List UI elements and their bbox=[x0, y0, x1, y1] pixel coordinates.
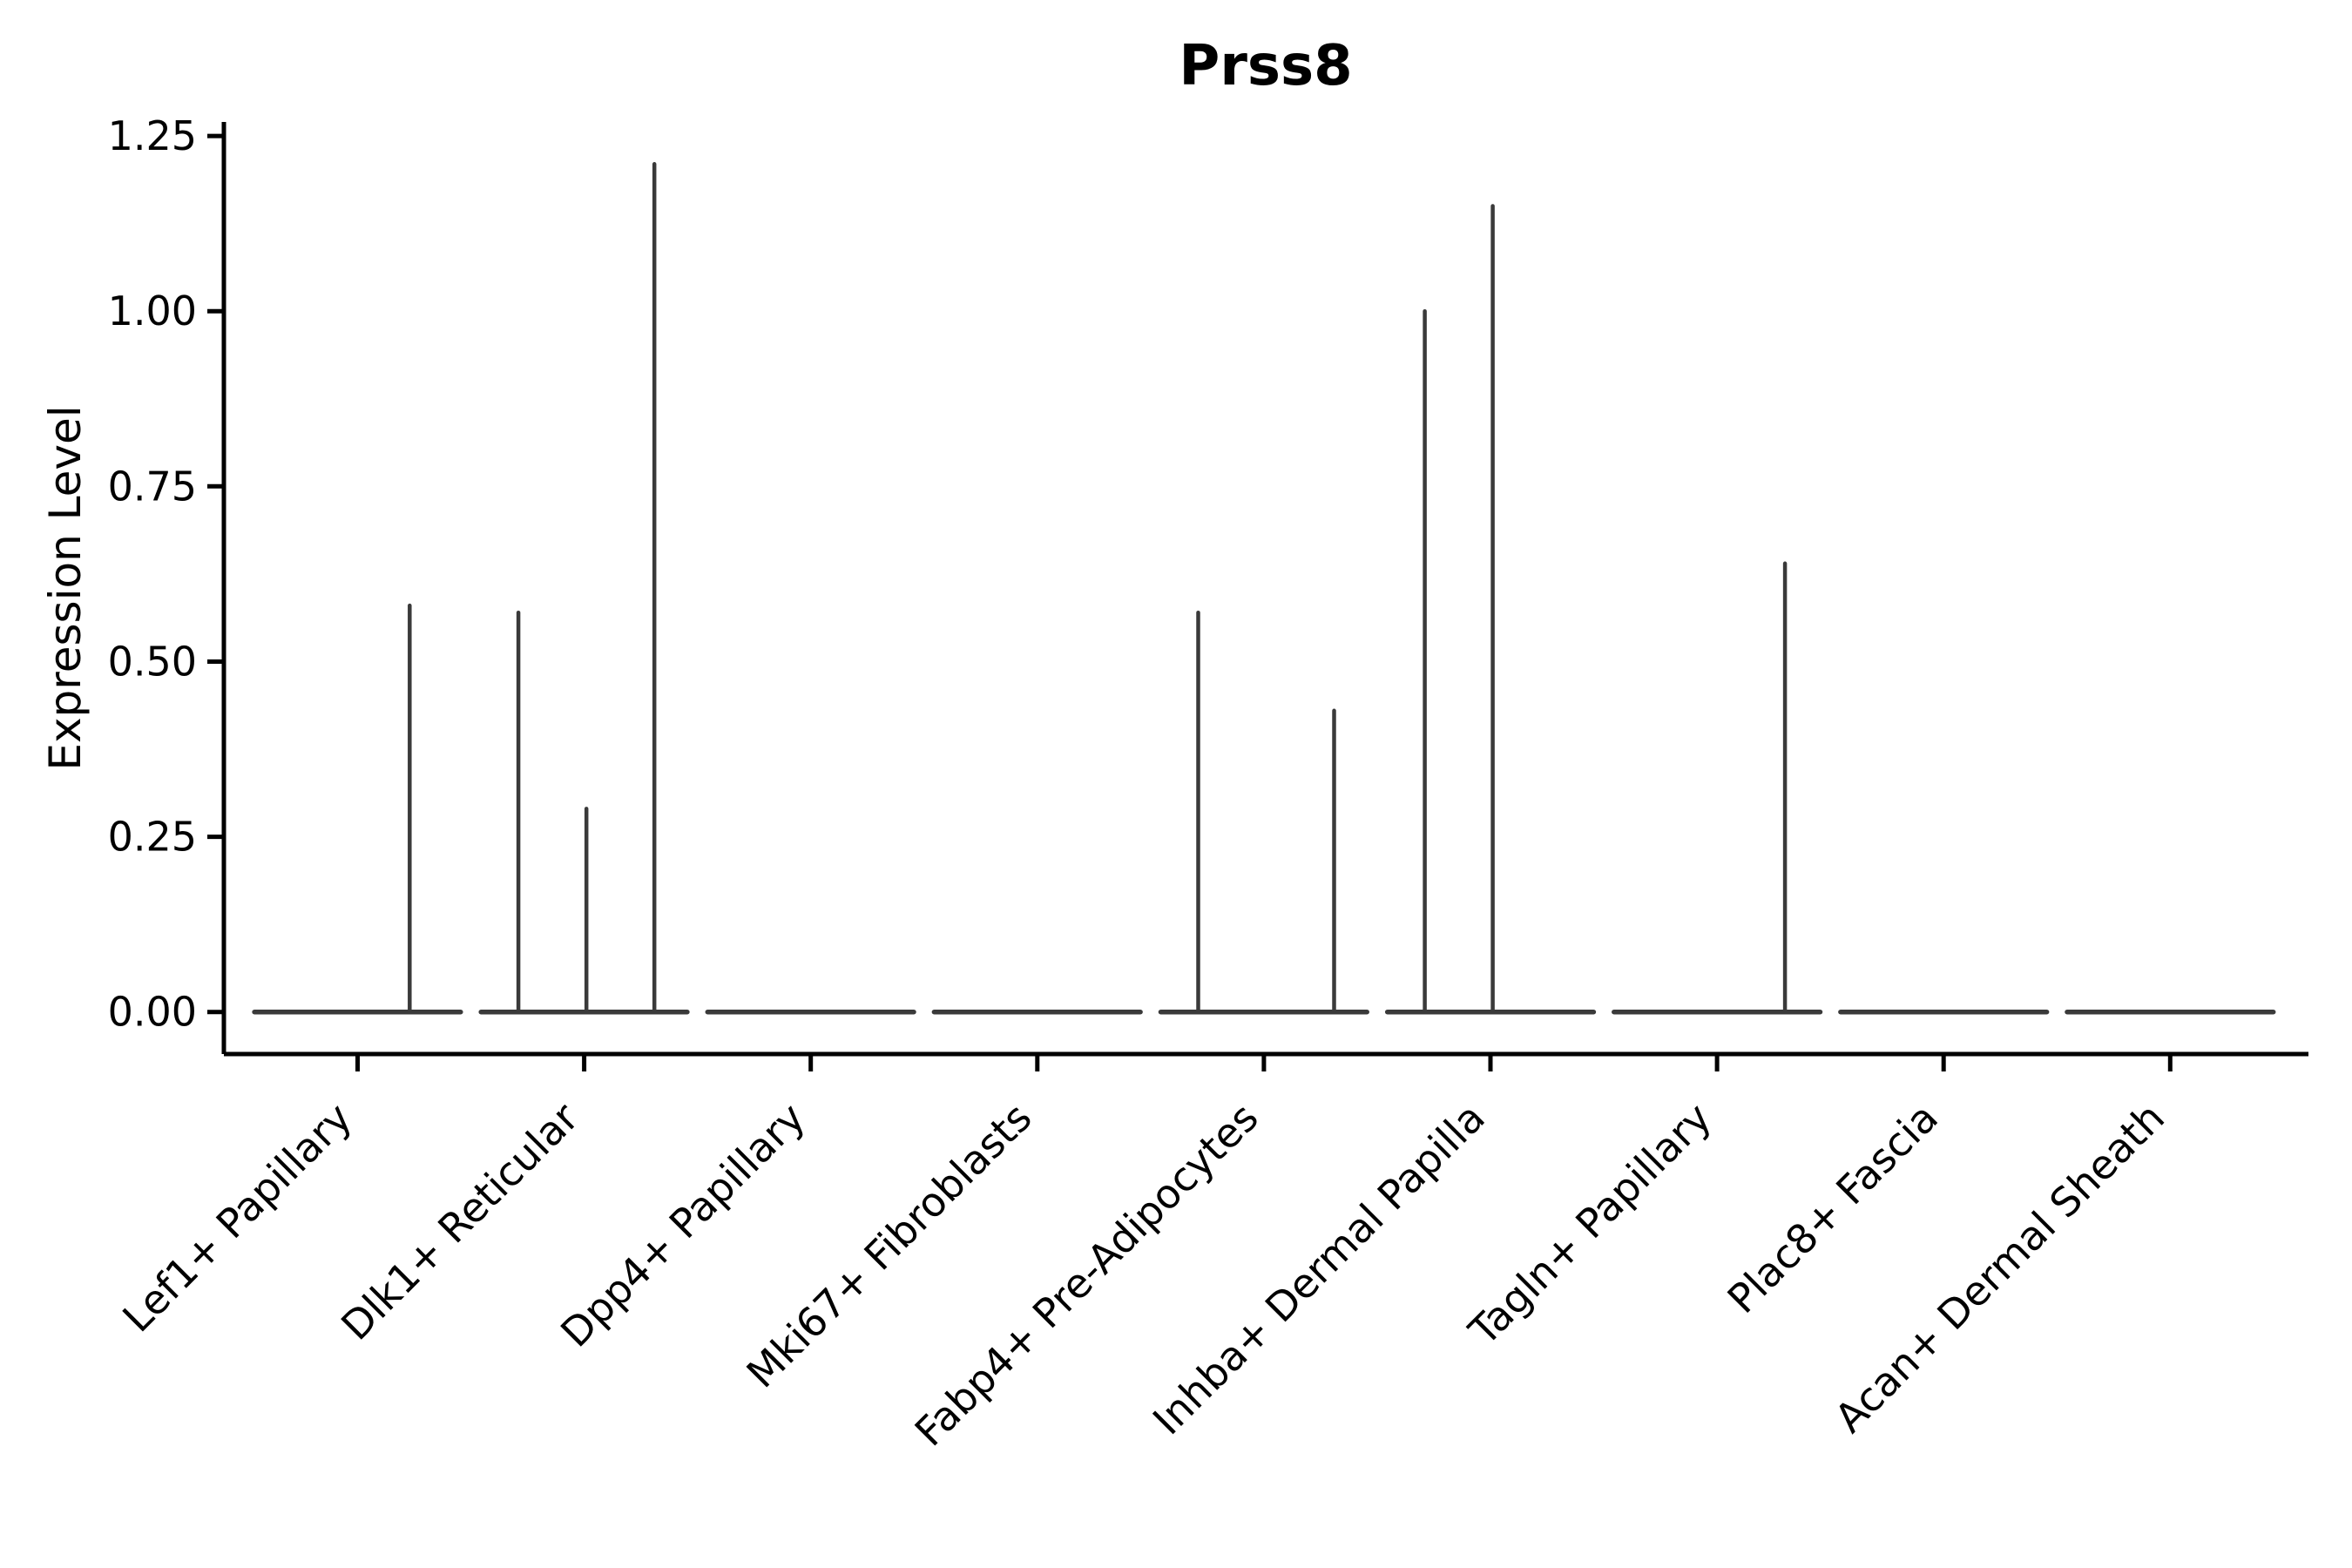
y-tick-label-4: 1.00 bbox=[108, 287, 197, 335]
violin-6 bbox=[1612, 561, 1823, 1015]
violins-layer bbox=[252, 162, 2276, 1015]
x-tick-label-6: Tagln+ Papillary bbox=[1459, 1094, 1720, 1355]
y-tick-label-1: 0.25 bbox=[108, 814, 197, 861]
y-tick-label-2: 0.50 bbox=[108, 639, 197, 686]
violin-0 bbox=[252, 603, 463, 1015]
y-tick-label-0: 0.00 bbox=[108, 989, 197, 1036]
chart-title: Prss8 bbox=[1179, 34, 1352, 98]
x-tick-label-1: Dlk1+ Reticular bbox=[332, 1094, 587, 1349]
x-tick-label-2: Dpp4+ Papillary bbox=[551, 1094, 814, 1356]
violin-4 bbox=[1158, 610, 1369, 1015]
y-tick-label-3: 0.75 bbox=[108, 463, 197, 510]
x-tick-label-7: Plac8+ Fascia bbox=[1719, 1094, 1947, 1322]
y-axis-label: Expression Level bbox=[40, 405, 91, 770]
y-tick-label-5: 1.25 bbox=[108, 112, 197, 159]
violin-1 bbox=[478, 162, 690, 1015]
violin-5 bbox=[1384, 204, 1597, 1015]
x-tick-label-0: Lef1+ Papillary bbox=[113, 1094, 361, 1342]
